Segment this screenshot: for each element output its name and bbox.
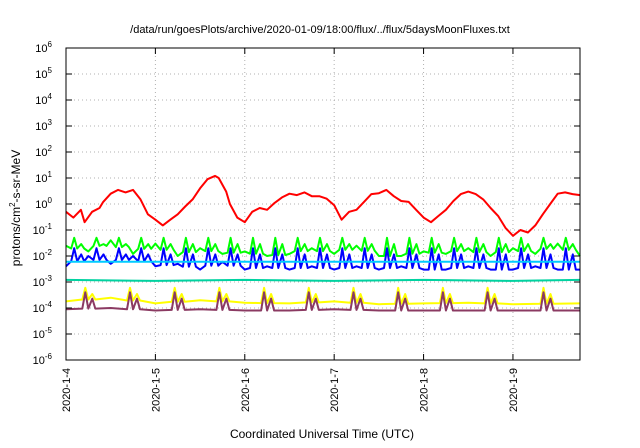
y-tick-label: 10-4	[33, 300, 53, 315]
y-axis-label: protons/cm2-s-sr-MeV	[8, 150, 23, 266]
y-tick-label: 100	[35, 196, 52, 211]
series-line-6	[65, 291, 580, 312]
x-tick-label: 2020-1-7	[329, 368, 341, 412]
y-axis-label-part1: protons/cm	[9, 207, 23, 266]
y-tick-label: 103	[35, 118, 52, 133]
x-tick-label: 2020-1-6	[240, 368, 252, 412]
series-lines	[65, 174, 581, 312]
y-tick-label: 104	[35, 92, 52, 107]
grid-lines	[66, 48, 580, 360]
y-tick-label: 10-5	[33, 326, 53, 341]
y-tick-label: 10-6	[33, 352, 53, 367]
series-line-4	[65, 278, 581, 282]
x-axis-ticks: 2020-1-4 2020-1-5 2020-1-6 2020-1-7 2020-1-8…	[61, 48, 520, 412]
series-line-1	[65, 236, 581, 257]
x-axis-label: Coordinated Universal Time (UTC)	[230, 427, 414, 441]
y-axis-ticks: 106 105 104 103 102 101 100 10-1 10-2 10-3 10-4 10-…	[33, 40, 580, 367]
chart-title: /data/run/goesPlots/archive/2020-01-09/1…	[130, 24, 510, 36]
y-tick-label: 10-3	[33, 274, 53, 289]
x-tick-label: 2020-1-5	[150, 368, 162, 412]
x-tick-label: 2020-1-8	[419, 368, 431, 412]
y-axis-label-exponent: 2	[8, 202, 17, 207]
y-tick-label: 10-2	[33, 248, 53, 263]
y-tick-label: 105	[35, 66, 52, 81]
x-tick-label: 2020-1-4	[61, 368, 73, 412]
x-tick-label: 2020-1-9	[508, 368, 520, 412]
series-line-5	[65, 286, 581, 306]
y-tick-label: 10-1	[33, 222, 53, 237]
y-tick-label: 102	[35, 144, 52, 159]
y-tick-label: 106	[35, 40, 52, 55]
y-tick-label: 101	[35, 170, 52, 185]
series-line-0	[65, 174, 581, 237]
y-axis-label-part2: -s-sr-MeV	[9, 150, 23, 203]
